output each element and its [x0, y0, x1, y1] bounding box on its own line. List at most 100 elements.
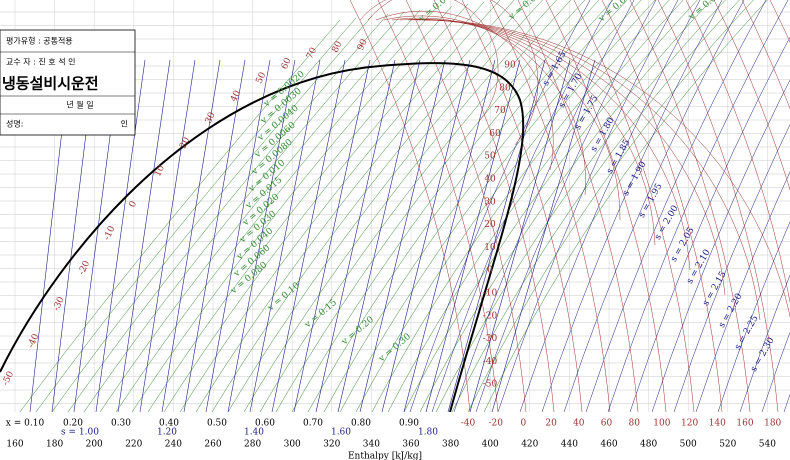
- entropy-label: 1.80: [418, 428, 438, 438]
- temperature-label: -40: [461, 419, 476, 429]
- isochore-arc: [367, 0, 539, 146]
- isochore: [195, 0, 515, 413]
- quality-line: [117, 59, 171, 413]
- isochore-arc: [391, 17, 621, 221]
- temperature-label: 100: [653, 419, 670, 429]
- quality-line: [249, 59, 321, 413]
- x-tick-label: 520: [719, 440, 736, 450]
- header-type: 평가유형 : 공통적용: [6, 36, 73, 46]
- entropy-label: 1.40: [244, 428, 264, 438]
- sat-temp-label: -40: [26, 332, 41, 350]
- entropy-label: s = 1.90: [621, 160, 649, 198]
- header-title: 냉동설비시운전: [2, 75, 99, 93]
- quality-label: 0.80: [351, 419, 371, 429]
- isochore-arc: [407, 19, 691, 271]
- sat-temp-label: 90: [504, 61, 516, 71]
- x-tick-label: 220: [125, 440, 142, 450]
- isochore: [115, 7, 437, 413]
- x-tick-label: 300: [284, 440, 301, 450]
- quality-label: 0.30: [111, 419, 131, 429]
- quality-line: [271, 59, 346, 413]
- entropy-label: s = 2.10: [685, 248, 713, 286]
- volume-label: v = 0.15: [302, 298, 339, 331]
- quality-label: 0.60: [255, 419, 275, 429]
- quality-line: [315, 59, 396, 413]
- sat-temp-label: 0: [128, 199, 140, 209]
- sat-temp-label: 10: [153, 164, 167, 179]
- sat-temp-label: 20: [484, 220, 496, 230]
- temperature-label: 140: [709, 419, 726, 429]
- x-tick-label: 500: [680, 440, 697, 450]
- x-tick-label: 360: [402, 440, 419, 450]
- sat-temp-label: -20: [483, 311, 498, 321]
- isochore: [403, 0, 698, 413]
- volume-label: v = 0.20: [339, 315, 376, 348]
- isentrope: [431, 0, 613, 413]
- entropy-label: s = 2.15: [701, 270, 729, 308]
- x-tick-label: 240: [165, 440, 182, 450]
- isochore: [19, 19, 341, 413]
- isochore: [307, 0, 614, 413]
- isotherm: [461, 0, 583, 413]
- sat-temp-label: -20: [77, 259, 92, 277]
- x-tick-label: 540: [759, 440, 776, 450]
- isentrope: [585, 0, 767, 413]
- sat-temp-label: 0: [487, 266, 493, 276]
- sat-temp-label: 10: [484, 243, 496, 253]
- isotherm: [573, 0, 695, 413]
- quality-line: [161, 59, 221, 413]
- isentrope: [651, 79, 790, 413]
- isochore: [35, 17, 357, 413]
- isochore: [355, 0, 656, 413]
- quality-label: 0.90: [399, 419, 419, 429]
- isochore: [371, 0, 670, 413]
- isochore: [179, 0, 501, 413]
- quality-label: 0.40: [159, 419, 179, 429]
- x-tick-label: 400: [482, 440, 499, 450]
- entropy-label: s = 1.00: [61, 428, 99, 438]
- sat-temp-label: -50: [1, 370, 16, 388]
- quality-line: [403, 59, 496, 413]
- isochore-arc: [359, 0, 499, 121]
- sat-temp-label: -40: [483, 357, 498, 367]
- isochore-arc: [423, 19, 761, 321]
- axis-label: Enthalpy [kJ/kg]: [348, 452, 422, 460]
- isotherm: [349, 0, 471, 413]
- isochore: [99, 9, 421, 413]
- entropy-label: s = 1.75: [573, 94, 601, 132]
- isotherm: [713, 0, 790, 191]
- header-instructor: 교수 자 : 진 호 석 인: [6, 57, 75, 67]
- entropy-label: 1.20: [157, 428, 177, 438]
- isentrope: [497, 0, 679, 413]
- temperature-label: 60: [601, 419, 613, 429]
- sat-temp-label: 50: [254, 71, 268, 86]
- volume-label: v = 0.0040: [686, 0, 732, 23]
- isochore: [243, 0, 557, 413]
- isentrope: [475, 0, 657, 413]
- isotherm: [601, 0, 723, 413]
- isochore: [131, 5, 453, 413]
- entropy-label: s = 2.05: [669, 226, 697, 264]
- entropy-label: s = 2.30: [749, 336, 777, 374]
- isentrope: [541, 0, 723, 413]
- isentrope: [563, 0, 745, 413]
- isentrope: [717, 220, 790, 413]
- quality-line: [139, 59, 196, 413]
- isentrope: [761, 331, 790, 413]
- sat-temp-label: 60: [489, 129, 501, 139]
- entropy-label: 1.60: [331, 428, 351, 438]
- x-tick-label: 440: [561, 440, 578, 450]
- sat-temp-label: 40: [484, 175, 496, 185]
- isochore-arc: [431, 19, 790, 318]
- sat-temp-label: 70: [494, 106, 506, 116]
- isochore: [451, 0, 740, 413]
- temperature-label: 40: [573, 419, 585, 429]
- header-seal: 인: [121, 119, 128, 129]
- isochore: [163, 1, 485, 413]
- x-tick-label: 460: [600, 440, 617, 450]
- quality-line: [227, 59, 296, 413]
- temperature-label: 0: [521, 419, 527, 429]
- sat-temp-label: 20: [178, 136, 192, 151]
- entropy-label: s = 2.20: [717, 292, 745, 330]
